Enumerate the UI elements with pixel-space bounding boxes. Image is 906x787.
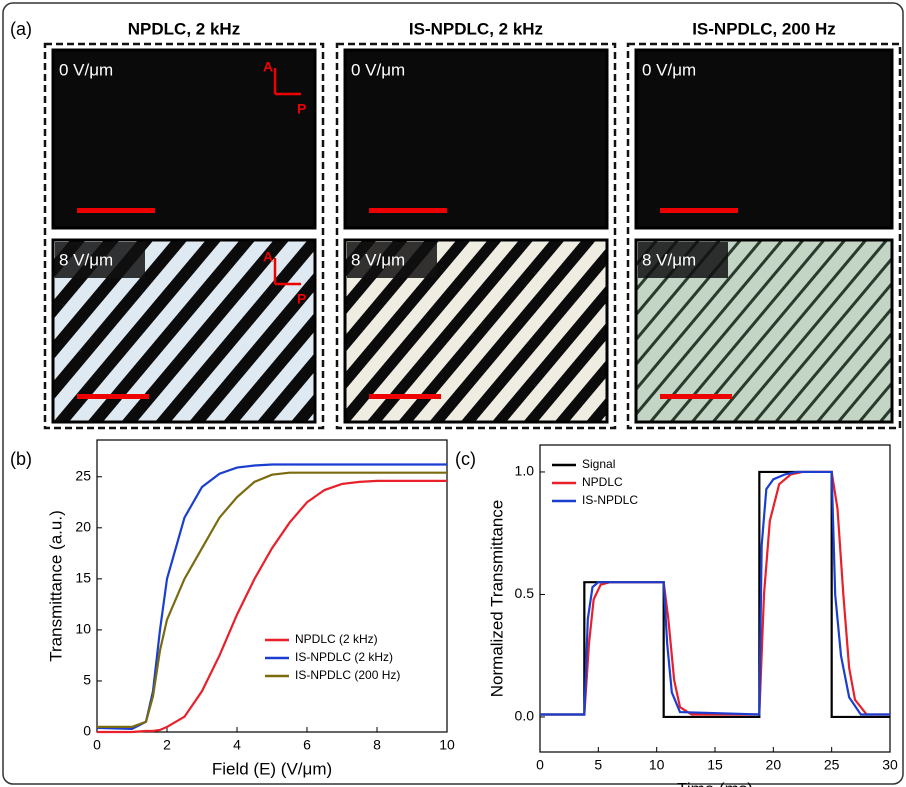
y-tick-label: 10 bbox=[75, 621, 91, 637]
dashed-box bbox=[335, 42, 617, 430]
scale-bar bbox=[77, 394, 149, 399]
x-tick-label: 20 bbox=[766, 757, 782, 773]
legend-label: IS-NPDLC (2 kHz) bbox=[295, 650, 393, 664]
y-tick-label: 0.0 bbox=[515, 708, 535, 724]
panel-label: (c) bbox=[455, 449, 476, 469]
polarizer-label: P bbox=[297, 101, 306, 117]
column-title: NPDLC, 2 kHz bbox=[128, 19, 240, 38]
scale-bar bbox=[369, 208, 447, 213]
micrograph bbox=[634, 48, 894, 230]
panel-label: (a) bbox=[10, 19, 32, 39]
micrograph bbox=[51, 48, 317, 230]
legend-label: IS-NPDLC (200 Hz) bbox=[295, 668, 400, 682]
field-label: 0 V/μm bbox=[642, 60, 696, 79]
y-tick-label: 20 bbox=[75, 519, 91, 535]
analyzer-label: A bbox=[263, 249, 273, 265]
field-label: 8 V/μm bbox=[642, 250, 696, 269]
panel-label: (b) bbox=[10, 449, 32, 469]
field-label: 8 V/μm bbox=[59, 250, 113, 269]
scale-bar bbox=[660, 208, 738, 213]
y-axis-label: Transmittance (a.u.) bbox=[46, 510, 65, 661]
x-axis-label: Field (E) (V/μm) bbox=[212, 759, 332, 778]
scale-bar bbox=[369, 394, 441, 399]
legend-label: NPDLC bbox=[582, 475, 623, 489]
micrograph bbox=[343, 48, 609, 230]
field-label: 0 V/μm bbox=[59, 60, 113, 79]
x-tick-label: 15 bbox=[707, 757, 723, 773]
x-tick-label: 10 bbox=[649, 757, 665, 773]
x-tick-label: 25 bbox=[824, 757, 840, 773]
legend-label: Signal bbox=[582, 457, 615, 471]
dashed-box bbox=[43, 42, 325, 430]
y-tick-label: 0 bbox=[83, 723, 91, 739]
x-tick-label: 30 bbox=[882, 757, 898, 773]
legend-label: NPDLC (2 kHz) bbox=[295, 632, 378, 646]
x-tick-label: 2 bbox=[163, 737, 171, 753]
axis-frame bbox=[539, 444, 891, 753]
y-tick-label: 15 bbox=[75, 570, 91, 586]
y-axis-label: Normalized Transmittance bbox=[487, 500, 506, 697]
label-bg bbox=[638, 242, 728, 278]
y-tick-label: 1.0 bbox=[515, 463, 535, 479]
series-line bbox=[97, 479, 447, 734]
dashed-box bbox=[626, 42, 902, 430]
column-title: IS-NPDLC, 200 Hz bbox=[692, 19, 836, 38]
y-tick-label: 5 bbox=[83, 672, 91, 688]
legend-label: IS-NPDLC bbox=[582, 493, 638, 507]
x-tick-label: 0 bbox=[93, 737, 101, 753]
x-tick-label: 8 bbox=[373, 737, 381, 753]
y-tick-label: 25 bbox=[75, 467, 91, 483]
polarizer-label: P bbox=[297, 291, 306, 307]
x-axis-label: Time (ms) bbox=[677, 779, 753, 787]
series-line bbox=[540, 470, 890, 716]
analyzer-label: A bbox=[263, 59, 273, 75]
series-line bbox=[540, 470, 890, 716]
x-tick-label: 6 bbox=[303, 737, 311, 753]
x-tick-label: 4 bbox=[233, 737, 241, 753]
micrograph bbox=[51, 238, 317, 424]
x-tick-label: 5 bbox=[594, 757, 602, 773]
micrograph bbox=[343, 238, 609, 424]
series-line bbox=[96, 463, 447, 731]
field-label: 0 V/μm bbox=[351, 60, 405, 79]
column-title: IS-NPDLC, 2 kHz bbox=[409, 19, 543, 38]
series-line bbox=[97, 471, 447, 728]
label-bg bbox=[347, 242, 437, 278]
label-bg bbox=[55, 242, 145, 278]
field-label: 8 V/μm bbox=[351, 250, 405, 269]
x-tick-label: 0 bbox=[536, 757, 544, 773]
x-tick-label: 10 bbox=[439, 737, 455, 753]
scale-bar bbox=[77, 208, 155, 213]
axis-frame bbox=[96, 439, 448, 733]
series-line bbox=[540, 470, 890, 719]
y-tick-label: 0.5 bbox=[515, 585, 535, 601]
scale-bar bbox=[660, 394, 732, 399]
